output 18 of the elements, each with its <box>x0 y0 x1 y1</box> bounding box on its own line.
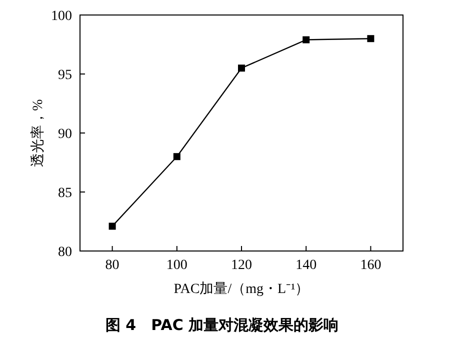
x-tick-label: 160 <box>360 258 382 273</box>
x-tick-label: 80 <box>105 258 120 273</box>
point <box>302 36 310 44</box>
y-tick-label: 95 <box>58 68 72 83</box>
y-axis-title: 透光率，% <box>30 98 46 167</box>
y-tick-label: 85 <box>58 186 72 201</box>
y-tick-label: 90 <box>58 127 72 142</box>
y-tick-label: 100 <box>51 9 72 24</box>
x-tick-label: 120 <box>231 258 252 273</box>
text: 图 4 PAC 加量对混凝效果的影响 <box>105 316 339 334</box>
point <box>238 64 245 72</box>
x-tick-label: 140 <box>296 258 317 273</box>
y-tick-label: 80 <box>58 245 72 260</box>
x-axis-title: PAC加量/（mg・L⁻¹） <box>174 281 310 297</box>
point <box>173 153 180 160</box>
point <box>367 35 374 42</box>
point <box>108 222 116 230</box>
x-tick-label: 100 <box>166 258 188 273</box>
